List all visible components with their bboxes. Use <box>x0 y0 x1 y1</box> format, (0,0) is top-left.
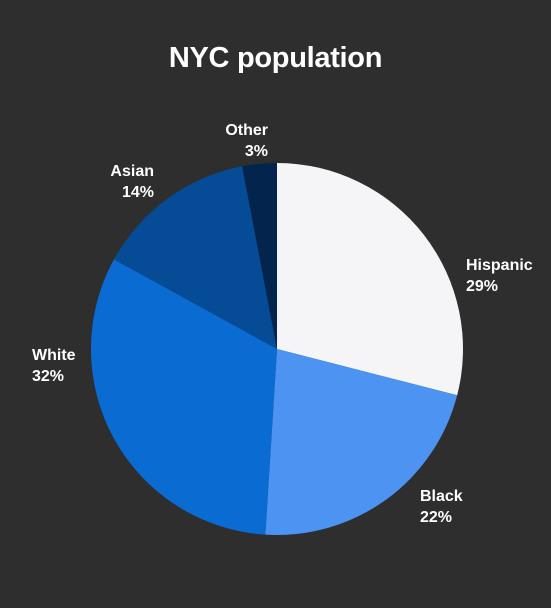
pie-slice-asian <box>114 166 277 349</box>
slice-value-asian: 14% <box>121 184 154 201</box>
slice-label-asian: Asian 14% <box>104 161 154 203</box>
slice-label-hispanic: Hispanic 29% <box>466 255 533 297</box>
slice-name-asian: Asian <box>110 163 154 180</box>
pie-slice-other <box>242 163 277 349</box>
slice-value-white: 32% <box>32 368 65 385</box>
pie-slice-black <box>265 349 458 535</box>
slice-label-other: Other 3% <box>216 120 268 162</box>
slice-name-other: Other <box>225 122 268 139</box>
slice-label-white: White 32% <box>32 345 76 387</box>
slice-value-hispanic: 29% <box>466 278 499 295</box>
slice-name-hispanic: Hispanic <box>466 257 533 274</box>
slice-name-black: Black <box>420 488 463 505</box>
slice-value-other: 3% <box>244 143 268 160</box>
slice-name-white: White <box>32 347 76 364</box>
chart-title: NYC population <box>168 42 383 74</box>
slice-label-black: Black 22% <box>420 486 463 528</box>
slice-value-black: 22% <box>420 509 453 526</box>
pie-slice-white <box>91 259 278 535</box>
pie-slice-hispanic <box>277 163 464 396</box>
